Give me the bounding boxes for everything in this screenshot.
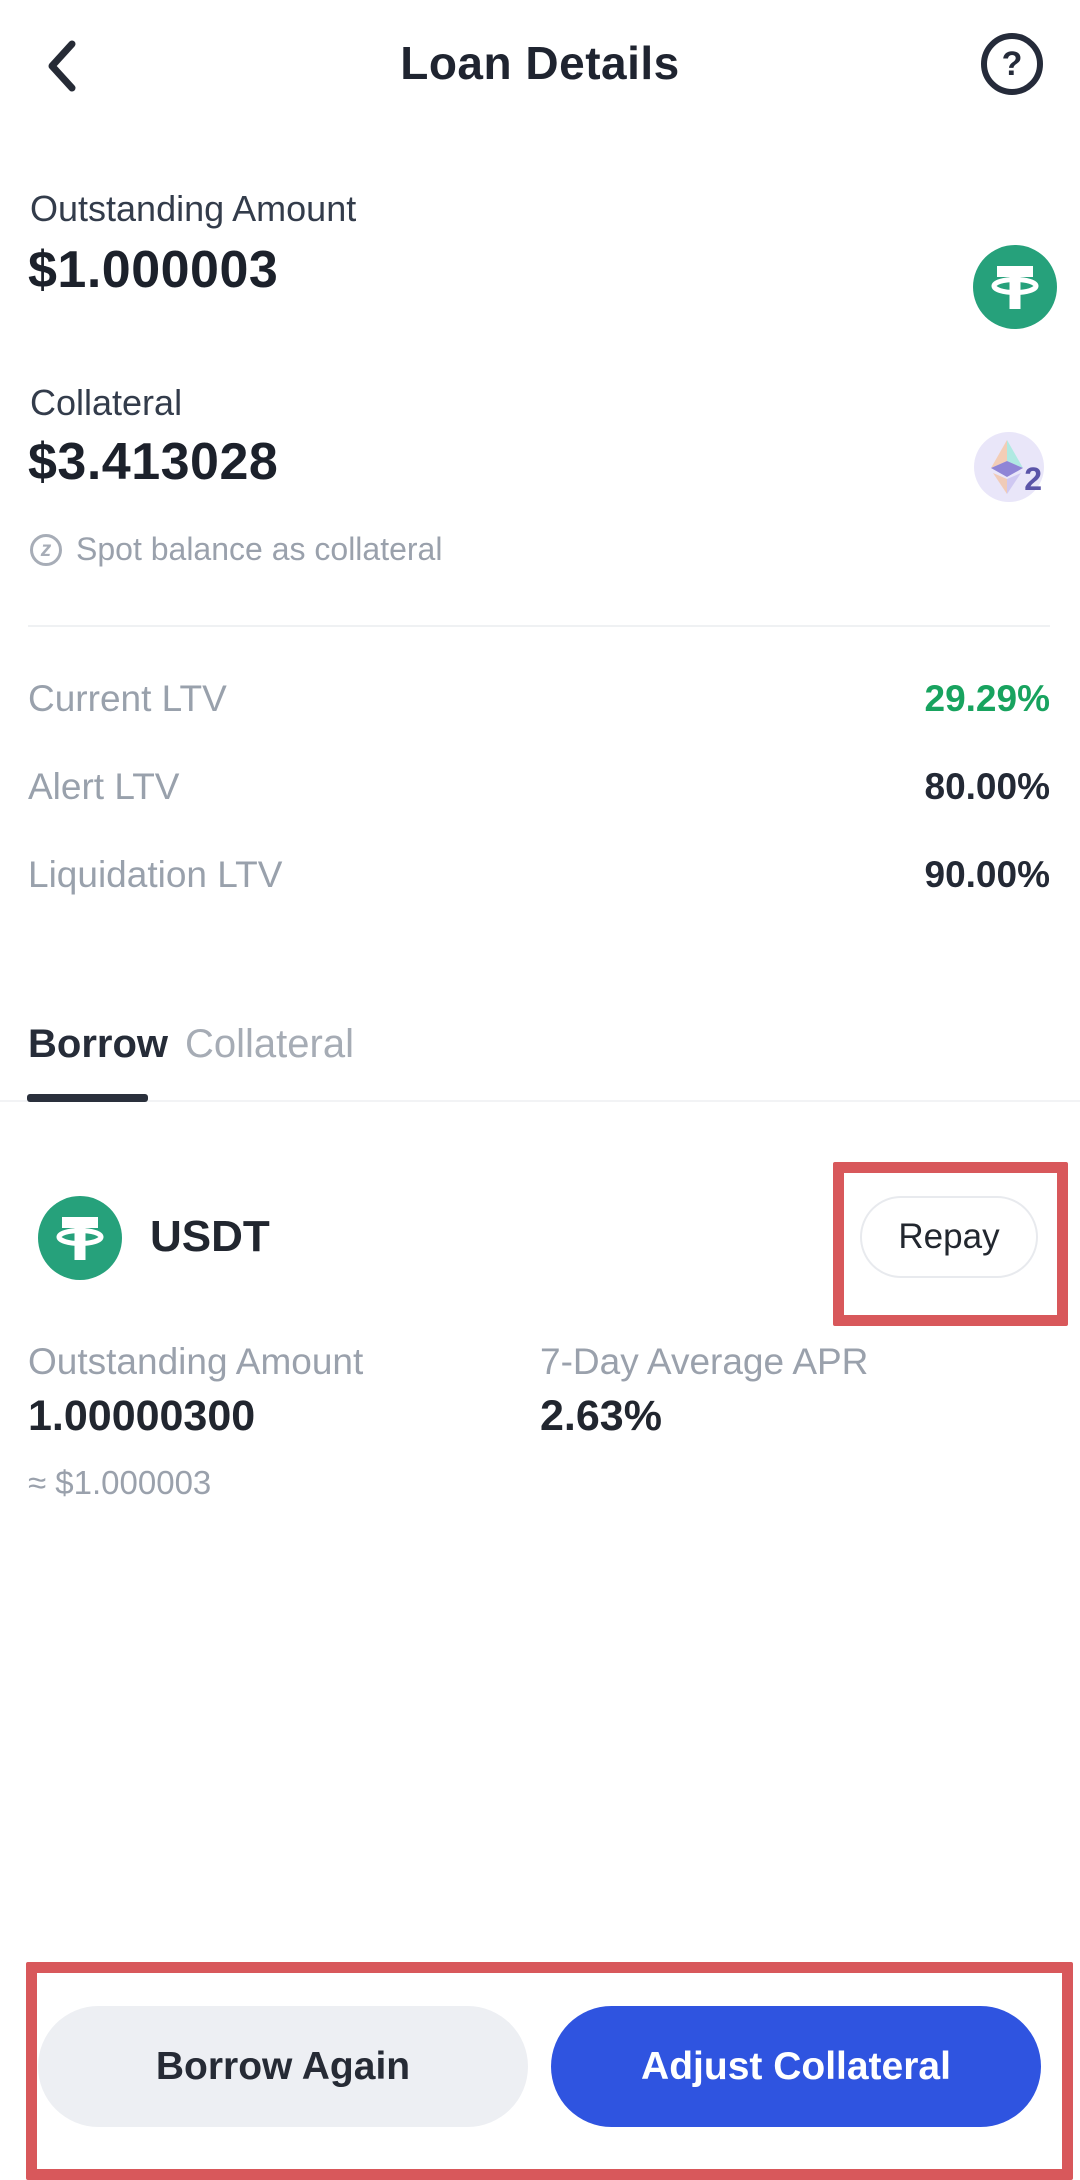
adjust-collateral-label: Adjust Collateral xyxy=(641,2044,951,2088)
tab-collateral[interactable]: Collateral xyxy=(185,1022,354,1066)
question-mark-icon: ? xyxy=(1001,44,1023,83)
borrow-again-button[interactable]: Borrow Again xyxy=(38,2006,528,2127)
adjust-collateral-button[interactable]: Adjust Collateral xyxy=(551,2006,1041,2127)
outstanding-amount-label: Outstanding Amount xyxy=(30,188,357,229)
position-apr-label: 7-Day Average APR xyxy=(540,1341,869,1382)
liquidation-ltv-value: 90.00% xyxy=(924,854,1051,895)
borrow-again-label: Borrow Again xyxy=(155,2044,411,2088)
asset-name: USDT xyxy=(150,1212,270,1261)
spot-collateral-note: z Spot balance as collateral xyxy=(30,531,442,568)
eth2-icon: 2 xyxy=(974,432,1044,502)
repay-button[interactable]: Repay xyxy=(860,1196,1038,1278)
spot-collateral-text: Spot balance as collateral xyxy=(76,531,443,567)
current-ltv-row: Current LTV 29.29% xyxy=(28,678,1050,720)
alert-ltv-label: Alert LTV xyxy=(28,766,180,807)
alert-ltv-value: 80.00% xyxy=(924,766,1051,807)
current-ltv-label: Current LTV xyxy=(28,678,227,719)
repay-button-label: Repay xyxy=(898,1217,1000,1256)
position-outstanding-label: Outstanding Amount xyxy=(28,1341,364,1382)
usdt-icon xyxy=(38,1196,122,1285)
tab-divider xyxy=(0,1100,1080,1102)
alert-ltv-row: Alert LTV 80.00% xyxy=(28,766,1050,808)
active-tab-underline xyxy=(27,1094,148,1102)
tab-borrow[interactable]: Borrow xyxy=(28,1022,168,1066)
position-outstanding-value: 1.00000300 xyxy=(28,1392,256,1440)
back-button[interactable] xyxy=(44,36,104,100)
help-button[interactable]: ? xyxy=(981,33,1043,95)
divider xyxy=(28,625,1050,627)
outstanding-amount-value: $1.000003 xyxy=(28,241,279,299)
annotation-box-repay xyxy=(833,1162,1068,1326)
page-title: Loan Details xyxy=(400,37,680,89)
liquidation-ltv-label: Liquidation LTV xyxy=(28,854,283,895)
collateral-value: $3.413028 xyxy=(28,433,279,491)
position-apr-value: 2.63% xyxy=(540,1392,662,1440)
collateral-label: Collateral xyxy=(30,382,183,423)
chevron-left-icon xyxy=(44,38,78,99)
eth2-badge: 2 xyxy=(1024,461,1042,497)
usdt-icon xyxy=(973,245,1057,334)
position-outstanding-approx: ≈ $1.000003 xyxy=(28,1464,212,1501)
current-ltv-value: 29.29% xyxy=(924,678,1051,719)
spot-collateral-icon: z xyxy=(30,533,62,566)
liquidation-ltv-row: Liquidation LTV 90.00% xyxy=(28,854,1050,896)
annotation-box-footer-buttons xyxy=(26,1962,1073,2180)
